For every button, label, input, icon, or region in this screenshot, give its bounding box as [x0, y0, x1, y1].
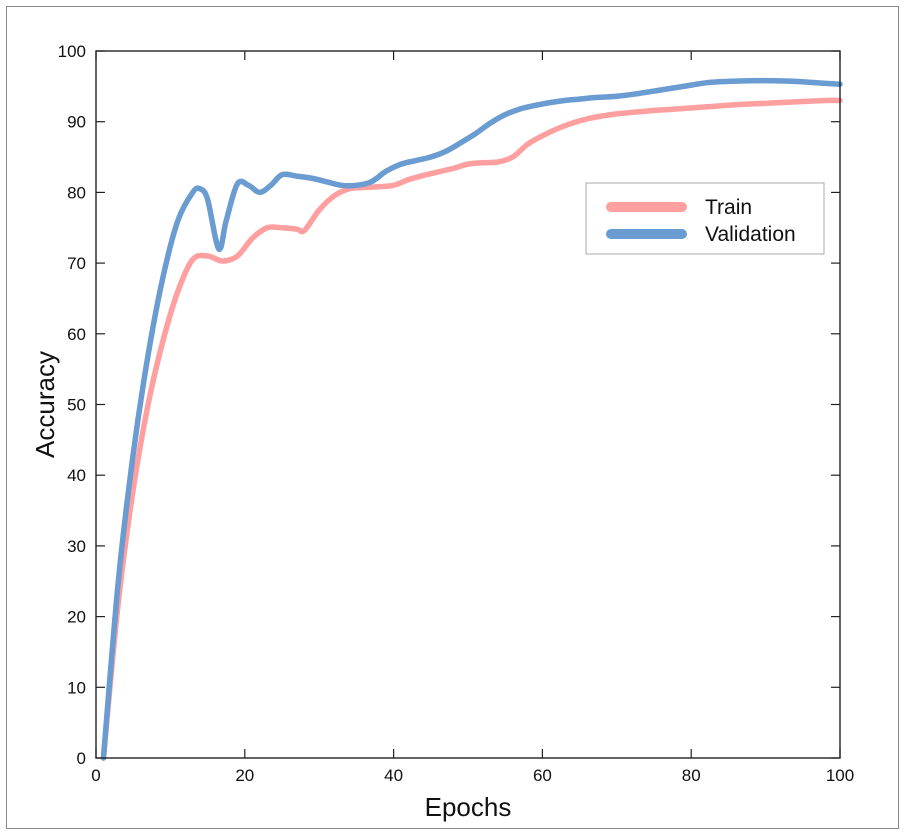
y-tick-label: 70 [67, 254, 86, 273]
y-tick-label: 30 [67, 537, 86, 556]
y-tick-label: 100 [58, 42, 86, 61]
y-axis-title: Accuracy [30, 351, 60, 458]
x-tick-label: 20 [235, 766, 254, 785]
x-tick-label: 40 [384, 766, 403, 785]
y-tick-label: 20 [67, 608, 86, 627]
y-tick-label: 10 [67, 678, 86, 697]
y-tick-label: 0 [77, 749, 86, 768]
legend-label-train: Train [705, 196, 752, 219]
axis-ticks: 0 10 20 30 40 50 60 70 80 90 100 0 20 40 60 80 100 [58, 42, 855, 785]
plot-area-border [95, 50, 841, 759]
y-tick-label: 80 [67, 183, 86, 202]
y-tick-label: 90 [67, 113, 86, 132]
y-tick-label: 60 [67, 325, 86, 344]
legend: Train Validation [585, 182, 825, 255]
series-lines [100, 77, 843, 761]
y-tick-label: 50 [67, 396, 86, 415]
figure-frame [6, 6, 899, 829]
y-tick-label: 40 [67, 466, 86, 485]
series-line-train [100, 97, 843, 761]
legend-label-validation: Validation [705, 223, 796, 246]
x-tick-label: 100 [826, 766, 854, 785]
x-axis-title: Epochs [425, 792, 512, 822]
x-tick-label: 60 [533, 766, 552, 785]
series-line-validation [100, 77, 843, 761]
legend-box [585, 182, 825, 255]
x-tick-label: 0 [91, 766, 100, 785]
x-tick-label: 80 [682, 766, 701, 785]
